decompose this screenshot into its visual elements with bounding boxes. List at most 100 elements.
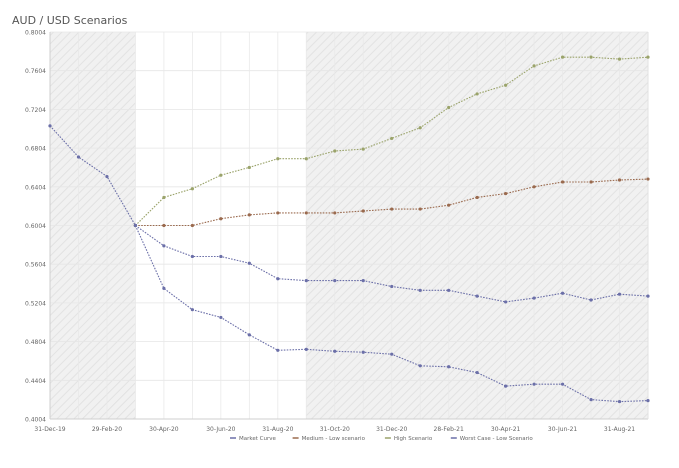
data-point <box>247 213 251 217</box>
data-point <box>560 180 565 184</box>
data-point <box>532 64 536 68</box>
y-tick-label: 0.6404 <box>25 184 46 191</box>
data-point <box>646 399 650 403</box>
x-tick-label: 31-Aug-21 <box>604 426 635 433</box>
data-point <box>504 83 508 87</box>
gridlines <box>49 31 649 420</box>
data-point <box>162 223 166 228</box>
data-point <box>504 384 508 388</box>
data-point <box>361 279 365 283</box>
y-tick-label: 0.4004 <box>25 417 46 424</box>
data-point <box>361 147 365 151</box>
data-point <box>447 365 451 369</box>
x-tick-label: 31-Dec-19 <box>34 426 65 433</box>
legend-item: High Scenario <box>394 436 433 442</box>
data-point <box>219 217 223 221</box>
legend-item: Worst Case - Low Scenario <box>460 436 534 442</box>
data-point <box>219 315 223 320</box>
data-point <box>162 195 166 200</box>
data-point <box>333 149 337 153</box>
data-point <box>304 157 308 161</box>
data-point <box>276 277 280 281</box>
x-tick-label: 29-Feb-20 <box>92 426 122 433</box>
data-point <box>617 399 622 404</box>
data-point <box>304 347 308 351</box>
data-point <box>276 211 280 215</box>
data-point <box>475 195 479 200</box>
data-point <box>504 191 508 196</box>
data-point <box>504 300 508 304</box>
y-tick-label: 0.5204 <box>25 300 46 307</box>
data-point <box>276 157 280 161</box>
data-point <box>475 92 479 96</box>
data-point <box>589 180 593 184</box>
y-tick-label: 0.7604 <box>25 68 46 75</box>
data-point <box>247 261 251 265</box>
x-tick-label: 28-Feb-21 <box>434 426 464 433</box>
y-tick-label: 0.6004 <box>25 223 46 230</box>
data-point <box>390 207 394 211</box>
data-point <box>219 173 223 177</box>
data-point <box>646 294 650 298</box>
data-point <box>247 165 251 170</box>
y-tick-label: 0.8004 <box>25 30 46 37</box>
legend-item: Market Curve <box>239 436 276 442</box>
data-point <box>447 203 451 207</box>
x-tick-label: 30-Apr-21 <box>491 426 521 433</box>
data-point <box>247 333 251 337</box>
data-point <box>304 211 308 215</box>
data-point <box>333 211 337 215</box>
data-point <box>646 177 650 181</box>
data-point <box>390 352 394 356</box>
x-tick-label: 31-Oct-20 <box>320 426 350 433</box>
data-point <box>162 286 166 290</box>
data-point <box>589 298 593 302</box>
data-point <box>76 155 81 159</box>
x-tick-label: 31-Aug-20 <box>262 426 293 433</box>
data-point <box>105 174 109 179</box>
data-point <box>418 288 422 292</box>
data-point <box>48 124 52 128</box>
data-point <box>447 105 451 110</box>
y-tick-label: 0.5604 <box>25 262 46 269</box>
data-point <box>390 284 394 289</box>
x-tick-label: 30-Jun-21 <box>548 426 577 433</box>
data-point <box>219 254 223 259</box>
data-point <box>190 254 194 259</box>
data-point <box>532 185 536 189</box>
legend-item: Medium - Low scenario <box>302 436 366 442</box>
x-tick-label: 30-Jun-20 <box>206 426 235 433</box>
series-lines <box>48 55 650 404</box>
x-tick-label: 30-Apr-20 <box>149 426 179 433</box>
data-point <box>190 187 194 191</box>
y-tick-label: 0.7204 <box>25 107 46 114</box>
data-point <box>589 55 593 59</box>
data-point <box>304 279 308 283</box>
x-tick-label: 31-Dec-20 <box>376 426 407 433</box>
data-point <box>532 296 536 300</box>
data-point <box>646 55 650 59</box>
y-tick-label: 0.4804 <box>25 339 46 346</box>
chart-title: AUD / USD Scenarios <box>12 14 128 27</box>
data-point <box>361 350 365 354</box>
data-point <box>475 294 479 298</box>
data-point <box>617 178 622 182</box>
data-point <box>190 308 194 312</box>
data-point <box>418 126 422 130</box>
data-point <box>617 57 622 61</box>
data-point <box>162 244 166 248</box>
data-point <box>276 348 280 352</box>
data-point <box>390 136 394 141</box>
data-point <box>133 223 138 228</box>
data-point <box>418 207 422 211</box>
data-point <box>617 292 622 296</box>
data-point <box>532 382 536 386</box>
data-point <box>333 349 337 353</box>
data-point <box>560 291 565 295</box>
data-point <box>560 382 565 386</box>
legend: Market Curve Medium - Low scenario High Sc… <box>230 436 533 442</box>
data-point <box>190 223 194 228</box>
data-point <box>418 364 422 368</box>
